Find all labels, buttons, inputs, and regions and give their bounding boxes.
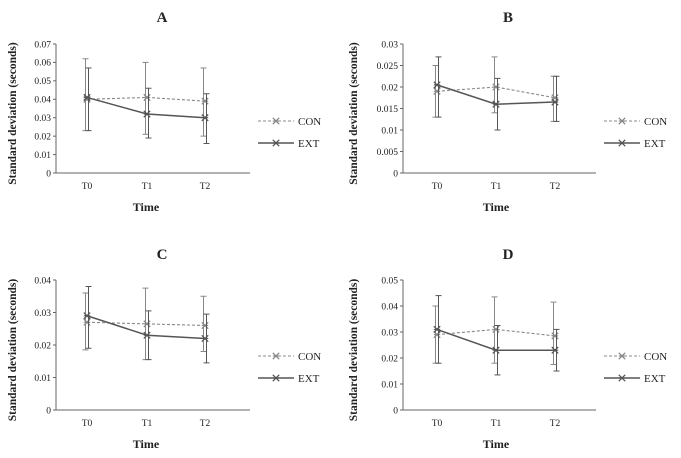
y-tick-label: 0.03 bbox=[381, 40, 398, 50]
y-tick-label: 0.04 bbox=[381, 302, 398, 312]
y-tick-label: 0.015 bbox=[377, 105, 399, 115]
legend-label-con: CON bbox=[298, 351, 321, 363]
x-axis-title: Time bbox=[133, 200, 160, 214]
legend-entry-con: CON bbox=[604, 351, 667, 363]
y-tick-label: 0.02 bbox=[34, 132, 51, 142]
x-tick-label: T0 bbox=[432, 419, 443, 429]
legend-label-ext: EXT bbox=[298, 373, 320, 385]
x-tick-label: T0 bbox=[432, 182, 443, 192]
y-tick-label: 0 bbox=[46, 406, 51, 416]
series-ext bbox=[83, 286, 210, 364]
legend-entry-ext: EXT bbox=[604, 373, 666, 385]
y-tick-label: 0.05 bbox=[34, 77, 51, 87]
panel-title: B bbox=[503, 10, 513, 26]
series-con bbox=[432, 296, 559, 365]
y-tick-label: 0.01 bbox=[34, 374, 51, 384]
y-axis-title: Standard deviation (seconds) bbox=[348, 42, 360, 185]
x-tick-label: T2 bbox=[550, 419, 561, 429]
y-axis-title: Standard deviation (seconds) bbox=[348, 279, 360, 422]
legend-label-ext: EXT bbox=[298, 138, 320, 150]
x-tick-label: T0 bbox=[82, 419, 93, 429]
y-tick-label: 0.01 bbox=[381, 126, 398, 136]
y-tick-label: 0.05 bbox=[381, 276, 398, 286]
y-tick-label: 0 bbox=[46, 169, 51, 179]
x-tick-label: T1 bbox=[491, 182, 502, 192]
y-tick-label: 0.03 bbox=[381, 328, 398, 338]
x-tick-label: T1 bbox=[142, 182, 153, 192]
legend-entry-con: CON bbox=[258, 116, 321, 128]
chart-panel-a: A 0 0.01 0.02 0.03 0.04 0.05 0.06 0.07 T0 T1 T2 Time… bbox=[7, 10, 321, 214]
legend-entry-ext: EXT bbox=[604, 138, 666, 150]
y-tick-label: 0 bbox=[393, 169, 398, 179]
y-tick-label: 0.005 bbox=[377, 148, 399, 158]
x-tick-label: T0 bbox=[82, 182, 93, 192]
chart-panel-d: D 0 0.01 0.02 0.03 0.04 0.05 T0 T1 T2 Time Standard… bbox=[348, 247, 667, 451]
y-tick-label: 0.025 bbox=[377, 62, 399, 72]
series-con bbox=[82, 58, 209, 137]
y-tick-label: 0.04 bbox=[34, 96, 51, 106]
y-tick-label: 0.02 bbox=[381, 83, 398, 93]
x-tick-label: T2 bbox=[200, 182, 211, 192]
series-ext bbox=[433, 295, 560, 376]
x-tick-label: T1 bbox=[491, 419, 502, 429]
legend-label-con: CON bbox=[644, 351, 667, 363]
y-tick-label: 0 bbox=[393, 406, 398, 416]
y-tick-label: 0.04 bbox=[34, 276, 51, 286]
legend-label-ext: EXT bbox=[644, 373, 666, 385]
x-tick-label: T1 bbox=[142, 419, 153, 429]
x-tick-label: T2 bbox=[550, 182, 561, 192]
y-tick-label: 0.07 bbox=[34, 40, 51, 50]
panel-title: D bbox=[503, 247, 514, 263]
legend-entry-ext: EXT bbox=[258, 373, 320, 385]
legend-entry-con: CON bbox=[604, 116, 667, 128]
series-con bbox=[432, 56, 559, 122]
panel-title: C bbox=[157, 247, 168, 263]
chart-panel-c: C 0 0.01 0.02 0.03 0.04 T0 T1 T2 Time Standard dev… bbox=[7, 247, 321, 451]
y-tick-label: 0.03 bbox=[34, 114, 51, 124]
y-tick-label: 0.01 bbox=[381, 380, 398, 390]
y-tick-label: 0.02 bbox=[34, 341, 51, 351]
chart-panel-b: B 0 0.005 0.01 0.015 0.02 0.025 0.03 T0 T1 T2 Time S… bbox=[348, 10, 667, 214]
legend-label-con: CON bbox=[644, 116, 667, 128]
series-line-con bbox=[436, 86, 556, 99]
y-tick-label: 0.06 bbox=[34, 59, 51, 69]
series-ext bbox=[83, 67, 210, 145]
x-axis-title: Time bbox=[133, 437, 160, 451]
series-con bbox=[82, 287, 209, 361]
y-tick-label: 0.02 bbox=[381, 354, 398, 364]
legend-label-ext: EXT bbox=[644, 138, 666, 150]
series-ext bbox=[433, 56, 560, 131]
panel-title: A bbox=[157, 10, 168, 26]
y-tick-label: 0.03 bbox=[34, 309, 51, 319]
y-tick-label: 0.01 bbox=[34, 151, 51, 161]
x-tick-label: T2 bbox=[200, 419, 211, 429]
legend-entry-con: CON bbox=[258, 351, 321, 363]
y-axis-title: Standard deviation (seconds) bbox=[7, 42, 19, 185]
x-axis-title: Time bbox=[483, 437, 510, 451]
legend-label-con: CON bbox=[298, 116, 321, 128]
x-axis-title: Time bbox=[483, 200, 510, 214]
y-axis-title: Standard deviation (seconds) bbox=[7, 279, 19, 422]
legend-entry-ext: EXT bbox=[258, 138, 320, 150]
